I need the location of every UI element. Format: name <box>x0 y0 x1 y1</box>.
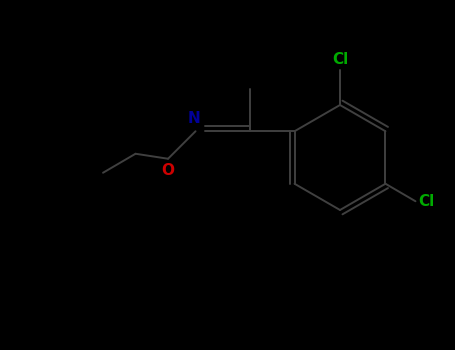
Text: Cl: Cl <box>332 52 348 68</box>
Text: N: N <box>188 111 201 126</box>
Text: Cl: Cl <box>418 194 434 209</box>
Text: O: O <box>162 163 175 178</box>
